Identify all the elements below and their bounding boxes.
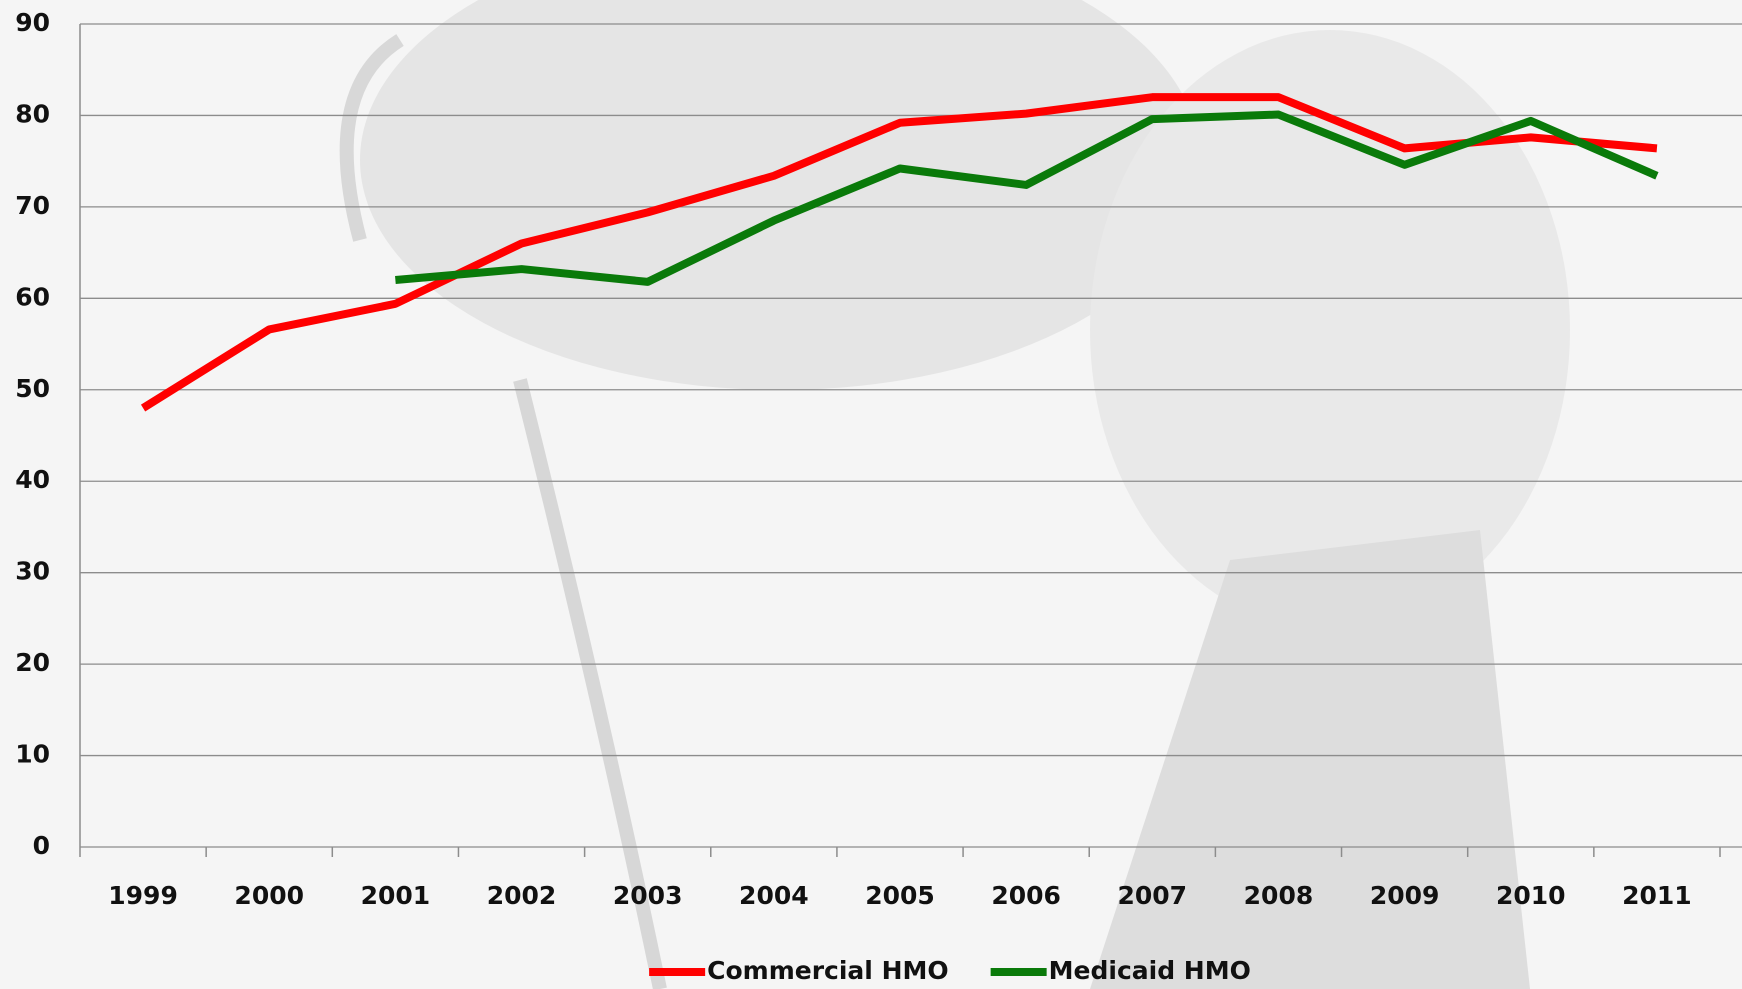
y-tick-label: 30 [15,557,50,586]
x-tick-label: 2003 [613,881,683,910]
y-tick-label: 40 [15,465,50,494]
x-tick-label: 2004 [739,881,809,910]
x-tick-label: 2006 [991,881,1061,910]
y-tick-label: 60 [15,282,50,311]
x-tick-label: 1999 [108,881,178,910]
y-tick-label: 90 [15,8,50,37]
x-tick-label: 2011 [1622,881,1692,910]
y-tick-label: 0 [33,831,50,860]
y-tick-label: 70 [15,191,50,220]
y-tick-label: 80 [15,99,50,128]
y-tick-label: 50 [15,374,50,403]
x-tick-label: 2005 [865,881,935,910]
y-tick-label: 20 [15,648,50,677]
x-tick-label: 2002 [487,881,557,910]
x-tick-label: 2000 [234,881,304,910]
x-tick-label: 2009 [1370,881,1440,910]
series-line [140,93,1658,412]
y-tick-label: 10 [15,740,50,769]
legend-label: Commercial HMO [707,956,949,985]
series-line [395,110,1659,286]
legend-label: Medicaid HMO [1049,956,1251,985]
x-tick-label: 2001 [361,881,431,910]
x-tick-label: 2007 [1118,881,1188,910]
x-tick-label: 2010 [1496,881,1566,910]
x-tick-label: 2008 [1244,881,1314,910]
